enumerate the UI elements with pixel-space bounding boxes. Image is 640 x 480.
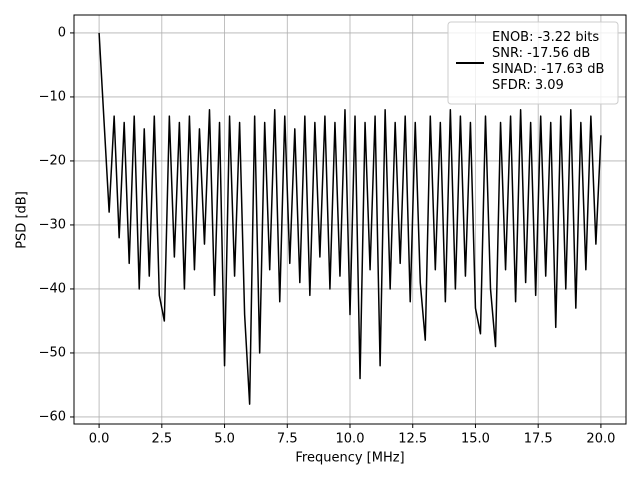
y-axis-label: PSD [dB]	[15, 191, 30, 249]
x-tick-label: 2.5	[151, 432, 172, 447]
x-tick-label: 5.0	[214, 432, 235, 447]
y-tick-label: −60	[39, 409, 66, 424]
x-tick-label: 15.0	[461, 432, 490, 447]
axes-frame	[73, 14, 627, 425]
x-axis-label: Frequency [MHz]	[295, 451, 404, 466]
legend-box	[447, 21, 619, 105]
x-tick-label: 17.5	[524, 432, 553, 447]
data-line	[98, 32, 602, 405]
y-tick-label: −50	[39, 345, 66, 360]
x-tick-label: 0.0	[89, 432, 110, 447]
y-tick-label: −10	[39, 89, 66, 104]
y-tick-label: −20	[39, 153, 66, 168]
y-tick-label: −40	[39, 281, 66, 296]
x-tick-label: 20.0	[586, 432, 615, 447]
y-tick-label: 0	[58, 25, 66, 40]
y-tick-label: −30	[39, 217, 66, 232]
x-tick-label: 10.0	[336, 432, 365, 447]
x-tick-label: 12.5	[398, 432, 427, 447]
legend-entry: ENOB: -3.22 bits SNR: -17.56 dB SINAD: -…	[492, 30, 605, 93]
x-tick-label: 7.5	[277, 432, 298, 447]
legend-label: ENOB: -3.22 bits SNR: -17.56 dB SINAD: -…	[492, 30, 605, 93]
